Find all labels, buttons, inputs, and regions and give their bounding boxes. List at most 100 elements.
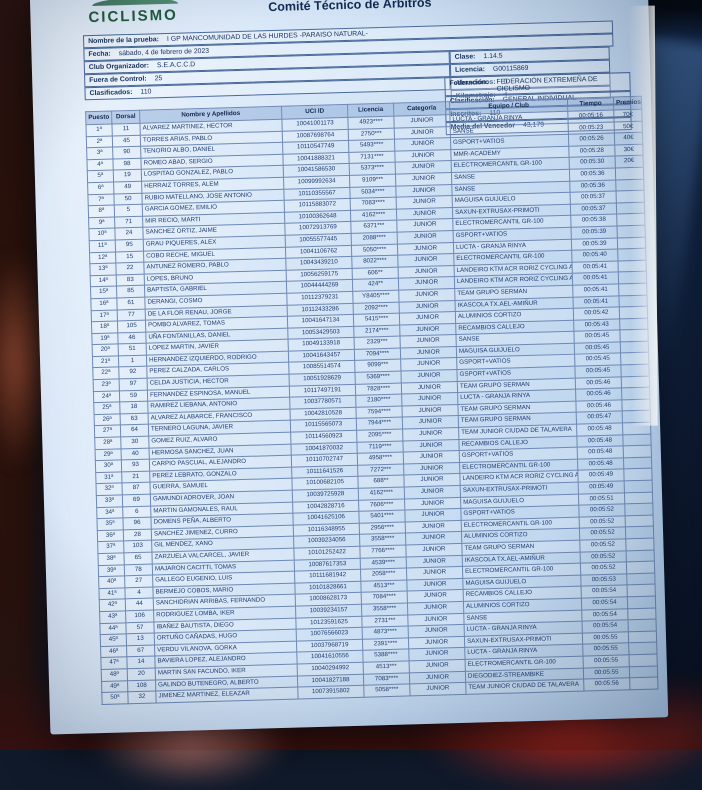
field-label: Nombre de la prueba: bbox=[88, 35, 160, 45]
cell-premio bbox=[616, 201, 645, 215]
column-header-pos: Puesto bbox=[85, 111, 112, 125]
table-body: 1ª 11 ALVAREZ MARTINEZ, HECTOR 10041001173 4… bbox=[85, 109, 658, 705]
federation-logo-text: CICLISMO bbox=[88, 6, 179, 27]
cell-dorsal: 61 bbox=[116, 297, 146, 310]
cell-dorsal: 87 bbox=[121, 482, 151, 495]
cell-dorsal: 4 bbox=[124, 586, 154, 600]
cell-premio bbox=[628, 653, 658, 667]
cell-premio bbox=[627, 607, 656, 620]
cell-premio bbox=[624, 480, 653, 493]
cell-dorsal: 106 bbox=[125, 609, 154, 623]
cell-premio bbox=[622, 410, 651, 423]
cell-pos: 24ª bbox=[93, 390, 120, 403]
page-title: Comité Técnico de Árbitros bbox=[268, 0, 432, 15]
cell-dorsal: 1 bbox=[118, 355, 147, 368]
cell-pos: 15ª bbox=[90, 286, 117, 299]
cell-dorsal: 30 bbox=[120, 436, 150, 449]
cell-pos: 33ª bbox=[96, 494, 123, 508]
field-value: S.E.A.C.C.D bbox=[156, 60, 196, 69]
cell-dorsal: 5 bbox=[114, 204, 143, 217]
cell-premio bbox=[622, 433, 652, 447]
cell-dorsal: 83 bbox=[116, 273, 145, 287]
results-sheet-paper: CICLISMO Comité Técnico de Árbitros MO N… bbox=[29, 0, 669, 735]
cell-dorsal: 96 bbox=[122, 517, 152, 530]
cell-pos: 50ª bbox=[101, 691, 129, 705]
cell-dorsal: 78 bbox=[124, 563, 153, 577]
cell-pos: 35ª bbox=[96, 518, 124, 531]
cell-premio bbox=[628, 642, 657, 655]
cell-premio: 50€ bbox=[614, 120, 643, 134]
cell-dorsal: 6 bbox=[122, 505, 151, 519]
cell-pos: 28ª bbox=[94, 436, 122, 450]
cell-premio bbox=[624, 503, 654, 516]
cell-pos: 1ª bbox=[85, 124, 113, 137]
cell-premio bbox=[623, 445, 652, 458]
cell-premio bbox=[628, 630, 657, 644]
field-label: Licencia: bbox=[454, 65, 486, 74]
cell-pos: 7ª bbox=[87, 193, 115, 206]
cell-premio bbox=[629, 665, 658, 678]
cell-dorsal: 98 bbox=[112, 158, 142, 171]
cell-dorsal: 71 bbox=[114, 215, 143, 229]
cell-pos: 3ª bbox=[86, 147, 113, 160]
field-label: Fuera de Control: bbox=[89, 75, 147, 84]
cell-premio bbox=[618, 294, 648, 308]
results-table-wrap: Puesto Dorsal Nombre y Apellidos UCI ID Lice… bbox=[85, 96, 658, 705]
cell-dorsal: 93 bbox=[121, 459, 150, 472]
cell-premio bbox=[617, 248, 646, 261]
cell-pos: 23ª bbox=[93, 378, 120, 392]
cell-dorsal: 57 bbox=[125, 621, 155, 634]
cell-pos: 29ª bbox=[95, 448, 122, 461]
cell-dorsal: 103 bbox=[123, 540, 152, 553]
cell-dorsal: 19 bbox=[113, 169, 142, 182]
cell-pos: 41ª bbox=[98, 587, 126, 600]
cell-premio bbox=[616, 213, 645, 226]
cell-pos: 2ª bbox=[86, 135, 113, 148]
cell-dorsal: 105 bbox=[117, 320, 146, 333]
cell-pos: 21ª bbox=[92, 355, 119, 369]
column-header-licencia: Licencia bbox=[347, 103, 394, 118]
cell-pos: 14ª bbox=[90, 274, 117, 288]
field-label: Clasificados: bbox=[89, 88, 133, 97]
cell-pos: 18ª bbox=[91, 321, 118, 334]
cell-premio bbox=[627, 584, 656, 597]
cell-pos: 32ª bbox=[96, 483, 123, 496]
results-table: Puesto Dorsal Nombre y Apellidos UCI ID Lice… bbox=[85, 96, 658, 705]
cell-pos: 5ª bbox=[87, 170, 114, 183]
cell-premio bbox=[622, 422, 651, 435]
cell-premio bbox=[619, 329, 649, 342]
cell-dorsal: 28 bbox=[123, 528, 152, 542]
cell-premio: 20€ bbox=[615, 155, 644, 168]
cell-premio bbox=[615, 167, 644, 180]
cell-dorsal: 21 bbox=[121, 470, 150, 484]
cell-premio bbox=[616, 225, 646, 238]
cell-premio bbox=[620, 352, 649, 365]
cell-premio bbox=[621, 398, 651, 412]
cell-dorsal: 14 bbox=[126, 656, 156, 669]
cell-pos: 26ª bbox=[94, 413, 121, 427]
cell-premio bbox=[620, 364, 650, 377]
cell-pos: 40ª bbox=[98, 576, 125, 589]
cell-premio bbox=[618, 271, 647, 284]
field-label: Clase: bbox=[454, 52, 476, 61]
cell-premio: 40€ bbox=[614, 132, 643, 145]
photo-of-results-sheet: { "colors":{"logo_green":"#1f5a3c","ink_… bbox=[0, 0, 702, 750]
cell-premio bbox=[626, 572, 656, 586]
cell-dorsal: 95 bbox=[115, 239, 144, 252]
cell-pos: 6ª bbox=[87, 181, 114, 195]
cell-dorsal: 13 bbox=[126, 633, 155, 646]
cell-dorsal: 67 bbox=[126, 644, 155, 658]
cell-premio bbox=[619, 306, 648, 319]
cell-pos: 20ª bbox=[92, 344, 119, 357]
cell-premio bbox=[621, 387, 650, 400]
cell-pos: 13ª bbox=[89, 263, 117, 276]
cell-premio bbox=[625, 514, 654, 528]
cell-pos: 11ª bbox=[89, 239, 116, 253]
cell-dorsal: 59 bbox=[119, 389, 148, 403]
cell-premio bbox=[615, 178, 645, 192]
field-value: 110 bbox=[140, 87, 152, 96]
cell-dorsal: 44 bbox=[125, 598, 154, 611]
cell-dorsal: 63 bbox=[120, 412, 149, 426]
cell-pos: 47ª bbox=[100, 657, 128, 670]
cell-premio bbox=[617, 236, 646, 250]
